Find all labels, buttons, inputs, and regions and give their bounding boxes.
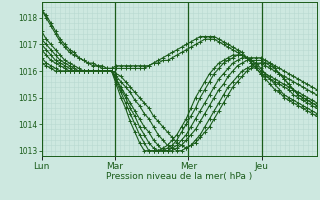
X-axis label: Pression niveau de la mer( hPa ): Pression niveau de la mer( hPa )	[106, 172, 252, 181]
